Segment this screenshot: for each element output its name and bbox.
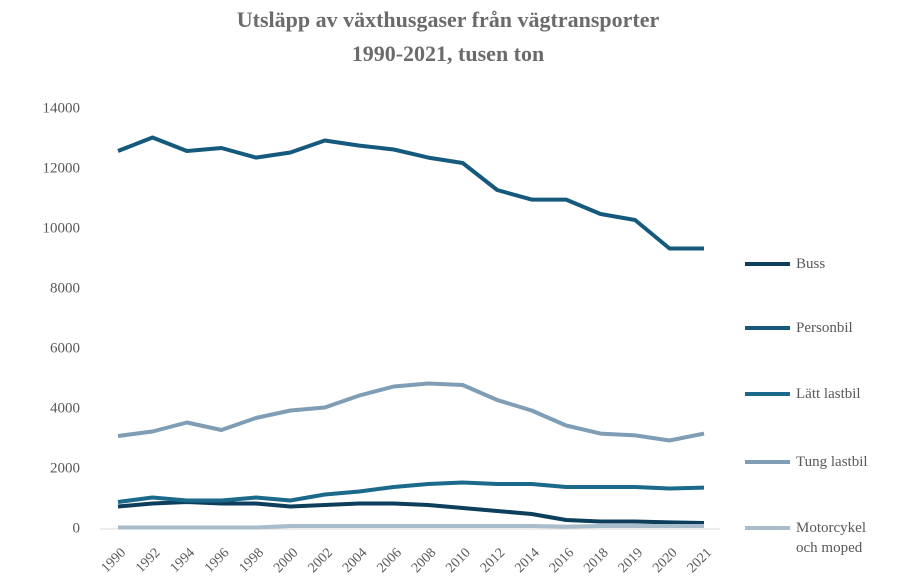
x-tick-label: 2010 xyxy=(443,545,473,575)
x-tick-label: 2016 xyxy=(547,545,577,575)
x-tick-label: 2004 xyxy=(340,545,370,575)
y-tick-label: 0 xyxy=(73,520,81,536)
x-tick-label: 2021 xyxy=(685,545,715,575)
x-tick-label: 2006 xyxy=(374,545,404,575)
legend-label: Tung lastbil xyxy=(796,454,868,470)
x-tick-label: 2012 xyxy=(478,545,508,575)
x-tick-label: 1994 xyxy=(168,545,198,575)
legend-label: Buss xyxy=(796,256,826,272)
series-line xyxy=(118,524,704,530)
legend-label: Motorcykel och moped xyxy=(796,520,866,556)
legend-label: Lätt lastbil xyxy=(796,386,861,402)
x-tick-label: 1996 xyxy=(202,545,232,575)
y-tick-label: 6000 xyxy=(50,340,80,356)
x-tick-label: 2019 xyxy=(616,545,646,575)
chart-subtitle: 1990-2021, tusen ton xyxy=(352,41,545,66)
legend-label: Personbil xyxy=(796,320,853,336)
series-line xyxy=(117,500,705,525)
y-tick-label: 10000 xyxy=(43,220,81,236)
x-tick-label: 2018 xyxy=(581,545,611,575)
series-line xyxy=(117,480,705,504)
x-tick-label: 2002 xyxy=(306,545,336,575)
x-tick-label: 2000 xyxy=(271,545,301,575)
series-line xyxy=(117,381,705,443)
x-tick-label: 2020 xyxy=(650,545,680,575)
y-tick-label: 8000 xyxy=(50,280,80,296)
x-tick-label: 2014 xyxy=(512,545,542,575)
x-tick-label: 2008 xyxy=(409,545,439,575)
y-tick-label: 14000 xyxy=(43,100,81,116)
y-tick-label: 4000 xyxy=(50,400,80,416)
x-tick-label: 1990 xyxy=(99,545,129,575)
x-tick-label: 1998 xyxy=(237,545,267,575)
chart-title: Utsläpp av växthusgaser från vägtranspor… xyxy=(237,7,660,32)
y-tick-label: 2000 xyxy=(50,460,80,476)
x-tick-label: 1992 xyxy=(133,545,163,575)
y-tick-label: 12000 xyxy=(43,160,81,176)
series-line xyxy=(117,135,704,251)
